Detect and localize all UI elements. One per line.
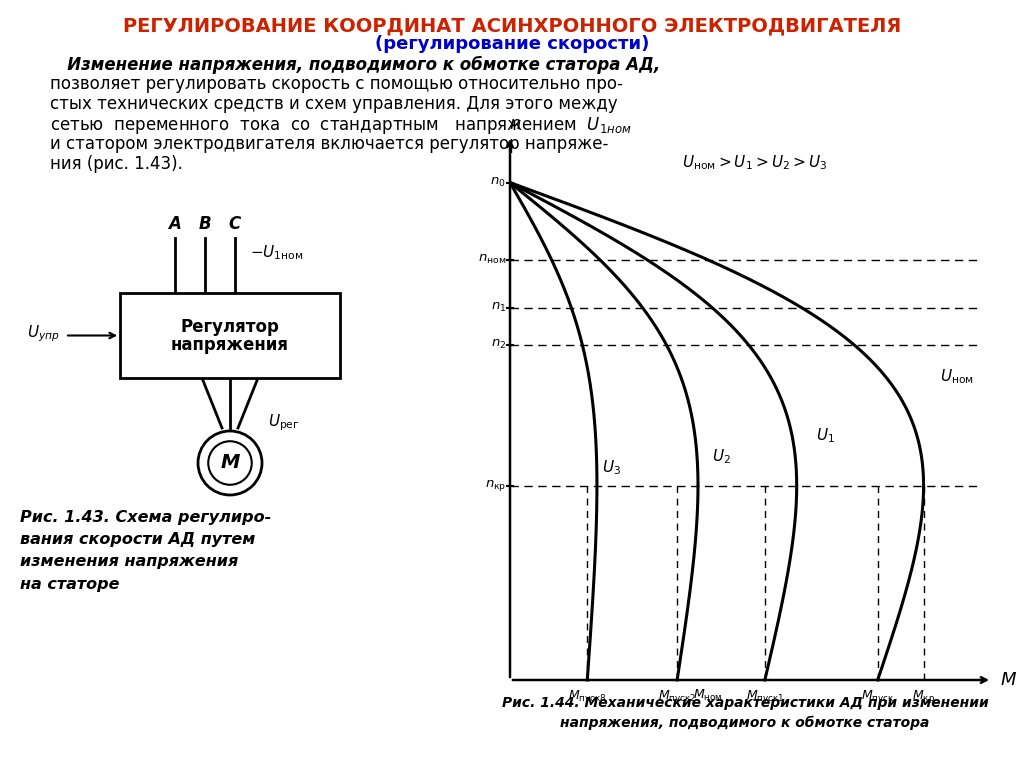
Text: Рис. 1.44. Механические характеристики АД при изменении
напряжения, подводимого : Рис. 1.44. Механические характеристики А… (502, 696, 988, 730)
Text: $M_{\text{кр}}$: $M_{\text{кр}}$ (912, 688, 935, 705)
Text: B: B (199, 215, 211, 233)
Text: $n_2$: $n_2$ (490, 338, 506, 352)
Text: $n_1$: $n_1$ (490, 301, 506, 314)
Text: $M_{\text{ном}}$: $M_{\text{ном}}$ (693, 688, 723, 703)
Text: позволяет регулировать скорость с помощью относительно про-: позволяет регулировать скорость с помощь… (50, 75, 623, 93)
Text: напряжения: напряжения (171, 336, 289, 355)
Text: $-U_{1\text{ном}}$: $-U_{1\text{ном}}$ (250, 243, 303, 263)
Text: $U_{\text{ном}}$: $U_{\text{ном}}$ (940, 367, 974, 386)
Text: (регулирование скорости): (регулирование скорости) (375, 35, 649, 53)
Text: $n_0$: $n_0$ (490, 176, 506, 189)
Text: $M_{\text{пуск}}$: $M_{\text{пуск}}$ (861, 688, 894, 705)
Text: $U_1$: $U_1$ (815, 426, 835, 445)
Bar (120, 293, 340, 378)
Text: C: C (229, 215, 241, 233)
Text: и статором электродвигателя включается регулятор напряже-: и статором электродвигателя включается р… (50, 135, 608, 153)
Circle shape (208, 442, 252, 485)
Text: $n$: $n$ (509, 115, 521, 133)
Text: стых технических средств и схем управления. Для этого между: стых технических средств и схем управлен… (50, 95, 617, 113)
Text: $n_{\text{ном}}$: $n_{\text{ном}}$ (477, 253, 506, 266)
Text: $U_2$: $U_2$ (712, 447, 731, 466)
Text: $M_{\text{пуск}1}$: $M_{\text{пуск}1}$ (745, 688, 784, 705)
Text: Изменение напряжения, подводимого к обмотке статора АД,: Изменение напряжения, подводимого к обмо… (50, 56, 660, 74)
Text: $n_{\text{кр}}$: $n_{\text{кр}}$ (484, 478, 506, 493)
Text: РЕГУЛИРОВАНИЕ КООРДИНАТ АСИНХРОННОГО ЭЛЕКТРОДВИГАТЕЛЯ: РЕГУЛИРОВАНИЕ КООРДИНАТ АСИНХРОННОГО ЭЛЕ… (123, 16, 901, 35)
Text: $U_{упр}$: $U_{упр}$ (28, 323, 60, 344)
Text: сетью  переменного  тока  со  стандартным   напряжением  $U_{1ном}$: сетью переменного тока со стандартным на… (50, 115, 632, 136)
Text: $U_{\text{ном}}>U_1>U_2>U_3$: $U_{\text{ном}}>U_1>U_2>U_3$ (682, 153, 827, 172)
Text: Регулятор: Регулятор (180, 319, 280, 336)
Text: $M$: $M$ (1000, 671, 1017, 689)
Text: ния (рис. 1.43).: ния (рис. 1.43). (50, 155, 183, 173)
Text: М: М (220, 453, 240, 472)
Text: $M_{\text{пуск}8}$: $M_{\text{пуск}8}$ (568, 688, 606, 705)
Text: A: A (169, 215, 181, 233)
Circle shape (198, 431, 262, 495)
Text: $M_{\text{пуск}2}$: $M_{\text{пуск}2}$ (657, 688, 696, 705)
Text: Рис. 1.43. Схема регулиро-
вания скорости АД путем
изменения напряжения
на стато: Рис. 1.43. Схема регулиро- вания скорост… (20, 510, 271, 591)
Text: $U_{\text{рег}}$: $U_{\text{рег}}$ (268, 412, 300, 433)
Text: $U_3$: $U_3$ (602, 458, 621, 477)
